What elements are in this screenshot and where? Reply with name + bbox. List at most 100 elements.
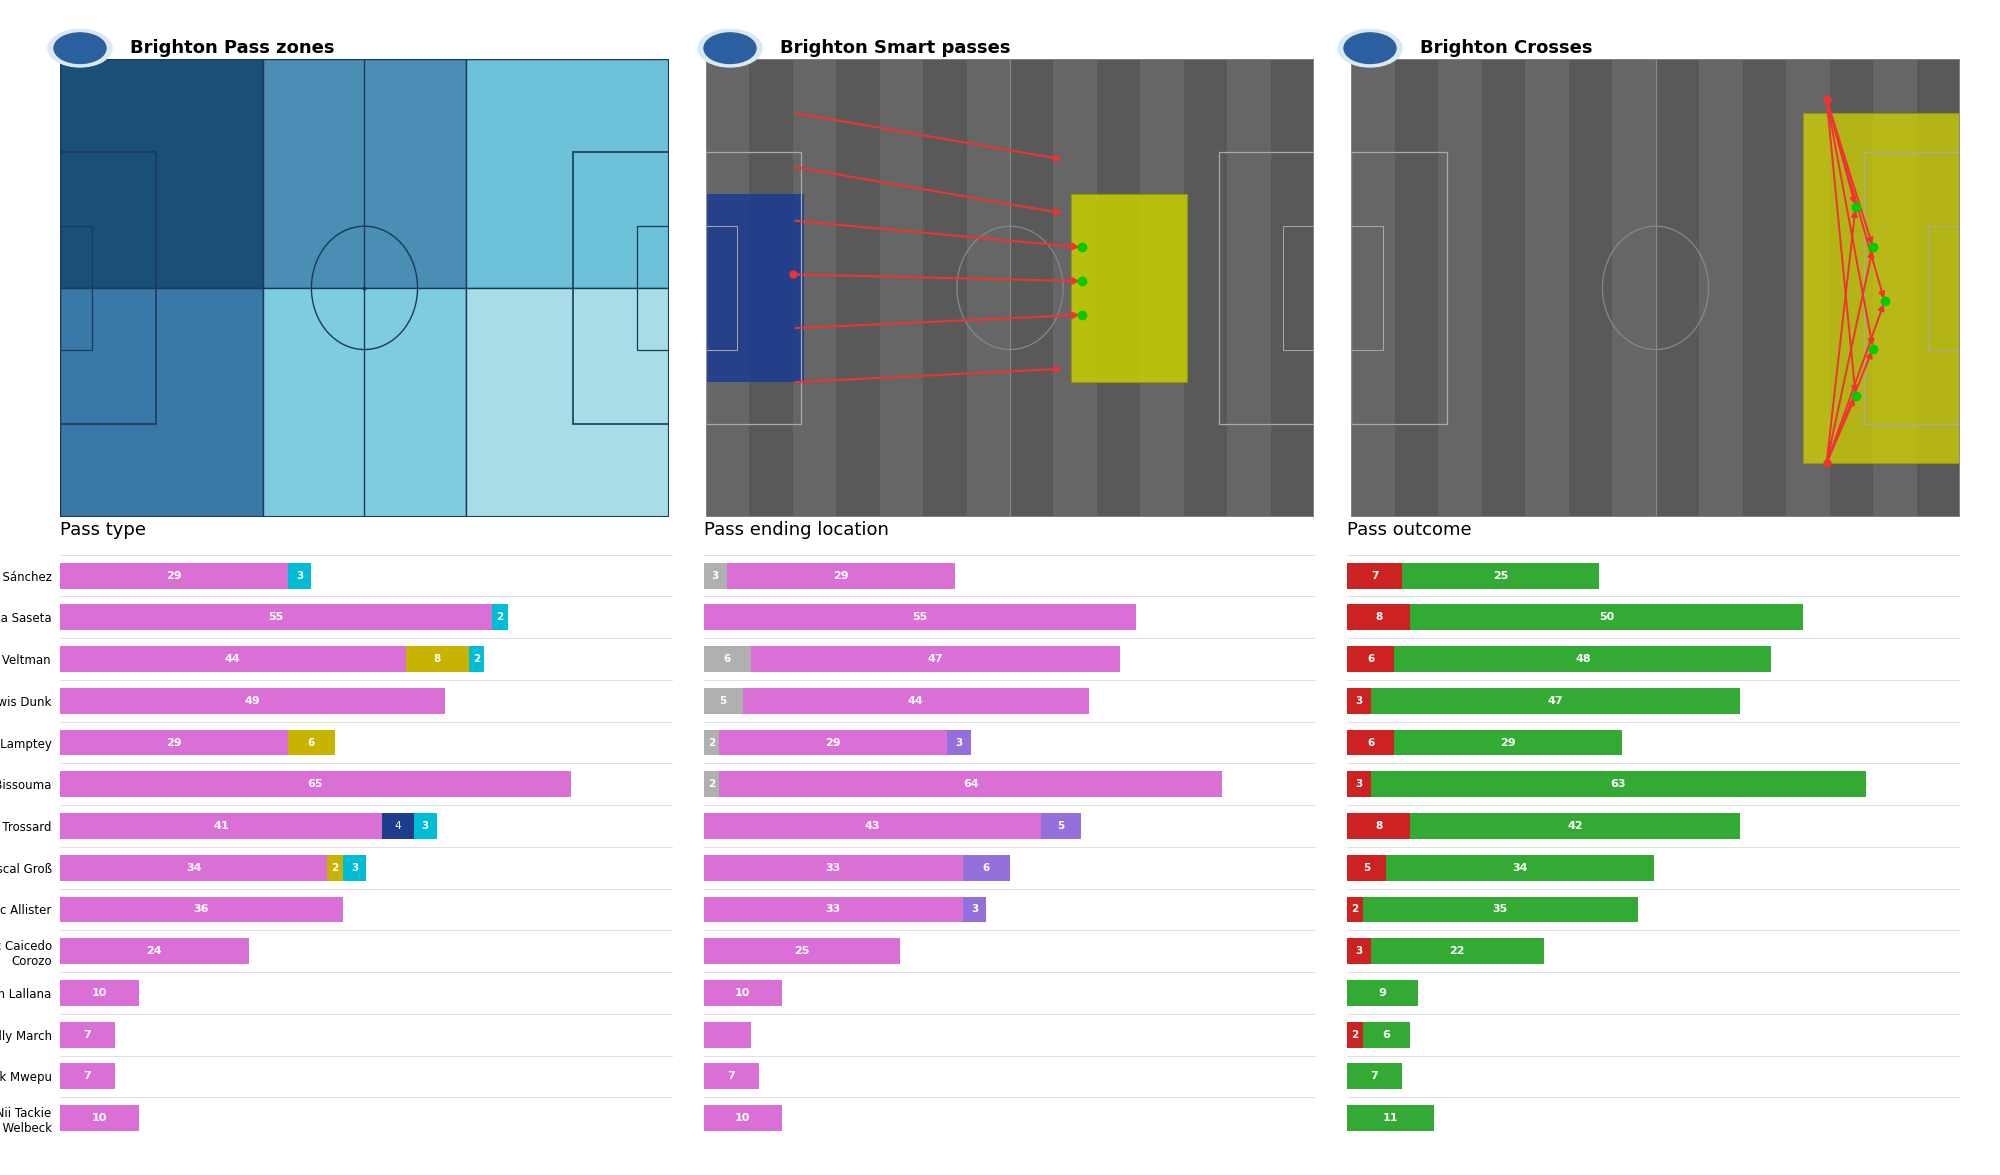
Text: 3: 3 <box>352 862 358 873</box>
Text: 10: 10 <box>92 988 106 998</box>
Bar <box>704 771 720 797</box>
Bar <box>704 813 1042 839</box>
Bar <box>60 563 288 589</box>
Text: 3: 3 <box>972 905 978 914</box>
Bar <box>1218 152 1314 424</box>
Bar <box>1568 59 1612 517</box>
Text: 44: 44 <box>908 696 924 706</box>
Bar <box>60 939 248 965</box>
Text: 3: 3 <box>1356 779 1362 790</box>
Bar <box>1830 59 1874 517</box>
Text: Brighton Pass zones: Brighton Pass zones <box>130 39 334 58</box>
Bar <box>60 813 382 839</box>
Text: 4: 4 <box>394 821 402 831</box>
Text: 2: 2 <box>708 738 716 747</box>
Bar <box>706 152 802 424</box>
Bar <box>1410 604 1802 630</box>
Bar <box>288 730 336 756</box>
Bar <box>1612 59 1656 517</box>
Bar <box>1370 687 1740 713</box>
Bar <box>704 687 742 713</box>
Bar <box>704 604 1136 630</box>
Text: 7: 7 <box>84 1072 92 1081</box>
Bar <box>720 730 948 756</box>
Bar <box>1656 59 1700 517</box>
Bar <box>1386 854 1654 880</box>
Bar <box>720 771 1222 797</box>
Bar <box>1270 59 1314 517</box>
Bar <box>466 59 668 288</box>
Bar <box>1438 59 1482 517</box>
Bar <box>742 687 1088 713</box>
Text: 22: 22 <box>1450 946 1464 956</box>
Text: 3: 3 <box>1356 946 1362 956</box>
Bar <box>962 854 1010 880</box>
Text: Pass ending location: Pass ending location <box>704 522 888 539</box>
Bar <box>60 980 138 1006</box>
Text: 2: 2 <box>1352 905 1358 914</box>
Text: 11: 11 <box>1382 1113 1398 1123</box>
Text: 6: 6 <box>1382 1029 1390 1040</box>
Bar <box>1348 854 1386 880</box>
Text: 44: 44 <box>224 654 240 664</box>
Text: 2: 2 <box>1352 1029 1358 1040</box>
Bar <box>1140 59 1184 517</box>
Bar <box>638 226 668 350</box>
Bar <box>706 226 738 350</box>
Text: 5: 5 <box>1364 862 1370 873</box>
Bar <box>1348 646 1394 672</box>
Bar <box>728 563 954 589</box>
Text: 33: 33 <box>826 905 840 914</box>
Bar <box>1394 730 1622 756</box>
Text: 6: 6 <box>982 862 990 873</box>
Bar <box>382 813 414 839</box>
Bar <box>492 604 508 630</box>
Text: Brighton Crosses: Brighton Crosses <box>1420 39 1592 58</box>
Bar <box>704 1063 758 1089</box>
Bar <box>1352 226 1382 350</box>
Text: 2: 2 <box>708 779 716 790</box>
Bar <box>750 59 792 517</box>
Text: 3: 3 <box>712 571 718 580</box>
Bar <box>948 730 970 756</box>
Text: 25: 25 <box>1492 571 1508 580</box>
Bar <box>60 59 262 288</box>
Bar <box>1348 939 1370 965</box>
Text: 3: 3 <box>422 821 430 831</box>
Text: 29: 29 <box>166 571 182 580</box>
Bar <box>1526 59 1568 517</box>
Bar <box>1348 1022 1362 1048</box>
Bar <box>1348 1106 1434 1132</box>
Bar <box>924 59 966 517</box>
Bar <box>704 1106 782 1132</box>
Bar <box>1410 813 1740 839</box>
Text: 10: 10 <box>736 1113 750 1123</box>
Text: 29: 29 <box>1500 738 1516 747</box>
Bar <box>962 897 986 922</box>
Text: 65: 65 <box>308 779 324 790</box>
Text: 5: 5 <box>1058 821 1064 831</box>
Bar <box>1370 771 1866 797</box>
Text: 50: 50 <box>1598 612 1614 623</box>
Text: 10: 10 <box>736 988 750 998</box>
Text: Pass outcome: Pass outcome <box>1348 522 1472 539</box>
Bar <box>1742 59 1786 517</box>
Legend: Own 18 yard box, Outside of box, Opp 6 yard box, Own 6 yard box, Opp 18 yard box: Own 18 yard box, Outside of box, Opp 6 y… <box>708 1173 1030 1175</box>
Text: 34: 34 <box>1512 862 1528 873</box>
Bar <box>704 897 962 922</box>
Text: 3: 3 <box>1356 696 1362 706</box>
Text: 6: 6 <box>724 654 730 664</box>
Bar <box>1786 59 1830 517</box>
Bar <box>1352 152 1446 424</box>
Bar <box>880 59 924 517</box>
Bar <box>1042 813 1080 839</box>
Bar <box>1096 59 1140 517</box>
Bar <box>704 1022 750 1048</box>
Bar <box>704 730 720 756</box>
Text: 49: 49 <box>244 696 260 706</box>
Bar <box>706 194 804 382</box>
Bar <box>792 59 836 517</box>
Bar <box>1352 59 1394 517</box>
Bar <box>1348 563 1402 589</box>
Text: 7: 7 <box>728 1072 734 1081</box>
